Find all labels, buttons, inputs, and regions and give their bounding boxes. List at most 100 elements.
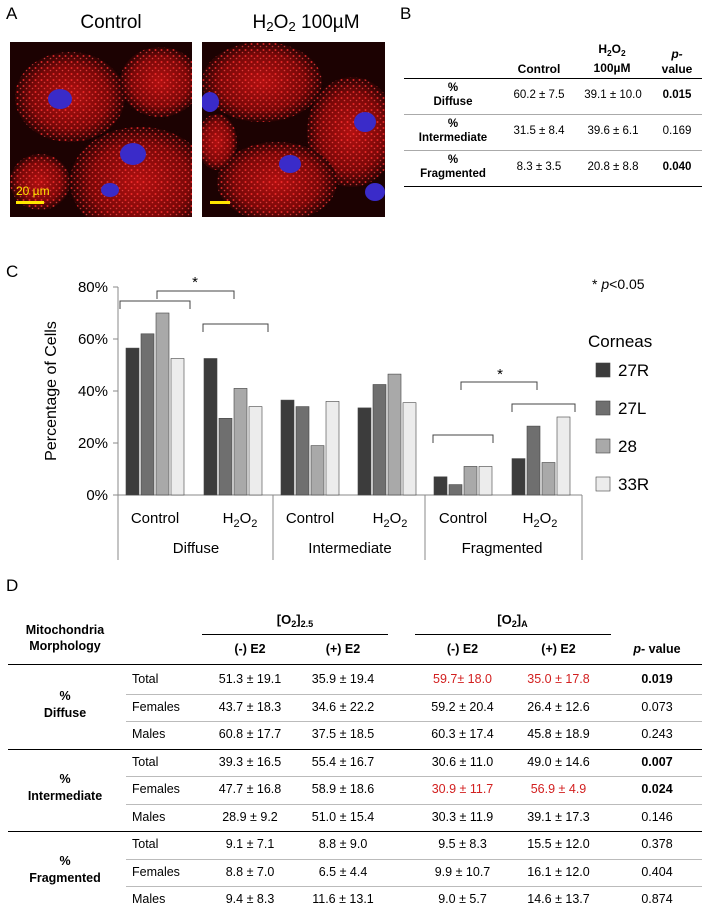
row-divider (126, 693, 702, 695)
panel-d-letter: D (6, 576, 19, 595)
control-value: 60.2 ± 7.5 (513, 89, 565, 101)
legend-swatch (595, 438, 611, 454)
col-header-h2o2: H2O2 100µM (593, 42, 631, 75)
h2o2-image-title: H2O2 100µM (252, 12, 360, 34)
bar (203, 358, 218, 496)
subgroup-label: Total (132, 837, 159, 851)
section-label: % Diffuse (43, 689, 87, 720)
value-cell: 60.3 ± 17.4 (431, 727, 494, 741)
significance-star: * (497, 366, 503, 383)
scale-bar-label: 20 µm (16, 184, 50, 198)
bar (125, 347, 140, 496)
subgroup-label: Females (132, 782, 180, 796)
bar (463, 466, 478, 496)
condition-label: H2O2 (523, 510, 558, 530)
legend-swatch (595, 476, 611, 492)
bar (325, 401, 340, 496)
panel-a-letter: A (6, 4, 18, 23)
y-tick-label: 60% (78, 331, 108, 348)
legend-label: 28 (618, 437, 637, 456)
control-value: 31.5 ± 8.4 (513, 125, 565, 137)
value-cell: 34.6 ± 22.2 (311, 699, 375, 714)
bar (280, 399, 295, 496)
condition-label: Control (439, 510, 487, 527)
section-label: % Intermediate (27, 771, 103, 803)
bar (248, 406, 263, 496)
p-value-cell: 0.024 (641, 782, 673, 796)
scale-bar (210, 201, 230, 204)
value-cell: 8.8 ± 7.0 (225, 864, 275, 879)
value-cell: 58.9 ± 18.6 (311, 782, 375, 796)
legend-title: Corneas (588, 332, 652, 351)
bar (541, 462, 556, 496)
group-label: Diffuse (173, 540, 219, 557)
section-label: % Fragmented (29, 854, 101, 885)
value-cell: 15.5 ± 12.0 (527, 837, 590, 851)
value-cell: 35.9 ± 19.4 (311, 672, 375, 686)
bar (526, 425, 541, 496)
h2o2-value: 39.1 ± 10.0 (584, 89, 642, 101)
bar (372, 384, 387, 496)
legend-label: 27R (618, 361, 649, 380)
row-label: % Intermediate (418, 118, 488, 144)
p-value: 0.015 (662, 89, 692, 101)
p-value-cell: 0.146 (641, 809, 673, 824)
value-cell: 9.5 ± 8.3 (438, 837, 487, 851)
value-cell: 51.3 ± 19.1 (218, 672, 282, 686)
table-top-rule (404, 78, 702, 79)
condition-label: Control (286, 510, 334, 527)
control-value: 8.3 ± 3.5 (516, 161, 562, 173)
bar (402, 402, 417, 496)
value-cell: 30.9 ± 11.7 (431, 782, 494, 796)
col-pos-e2-1: (+) E2 (325, 642, 361, 656)
bar (387, 373, 402, 496)
section-divider (8, 748, 702, 750)
bracket-frag-compare (460, 381, 538, 390)
table-bottom-rule (404, 186, 702, 187)
bar (310, 445, 325, 496)
o2-a-header: [O2]A (497, 612, 528, 629)
subgroup-label: Males (132, 809, 166, 824)
value-cell: 16.1 ± 12.0 (527, 864, 590, 879)
subgroup-label: Males (132, 892, 166, 906)
bracket-diffuse-h2o2 (202, 323, 269, 332)
row-divider (126, 858, 702, 860)
value-cell: 51.0 ± 15.4 (311, 809, 375, 824)
bar (233, 388, 248, 496)
value-cell: 9.0 ± 5.7 (438, 892, 487, 906)
bar (478, 466, 493, 496)
row-divider (126, 803, 702, 805)
p-value: 0.040 (662, 161, 692, 173)
value-cell: 56.9 ± 4.9 (530, 782, 587, 796)
value-cell: 9.4 ± 8.3 (225, 892, 275, 906)
bar (556, 416, 571, 496)
value-cell: 26.4 ± 12.6 (527, 699, 590, 714)
y-axis-label: Percentage of Cells (43, 321, 60, 461)
panel-c-letter: C (6, 262, 19, 281)
bar (511, 458, 526, 496)
bar (170, 358, 185, 496)
legend-label: 33R (618, 475, 649, 494)
col-header-p-value: p-value (661, 47, 693, 76)
value-cell: 30.3 ± 11.9 (431, 809, 494, 824)
d-header-rule (8, 664, 702, 665)
value-cell: 49.0 ± 14.6 (527, 754, 590, 769)
value-cell: 45.8 ± 18.9 (527, 727, 590, 741)
condition-label: H2O2 (223, 510, 258, 530)
significance-star: * (192, 274, 198, 291)
p-value-cell: 0.019 (641, 672, 673, 686)
value-cell: 37.5 ± 18.5 (311, 727, 375, 741)
col-neg-e2-2: (-) E2 (446, 642, 479, 656)
bracket-diffuse-compare (156, 290, 235, 299)
value-cell: 59.2 ± 20.4 (431, 699, 494, 714)
row-divider (126, 721, 702, 722)
p-value-cell: 0.874 (641, 892, 673, 906)
value-cell: 14.6 ± 13.7 (527, 892, 590, 906)
bar (140, 333, 155, 496)
o2-a-rule (415, 634, 611, 635)
row-label: % Diffuse (433, 82, 473, 108)
value-cell: 39.3 ± 16.5 (218, 754, 282, 769)
bracket-frag-control (432, 434, 494, 443)
section-divider (8, 831, 702, 832)
h2o2-value: 39.6 ± 6.1 (587, 125, 639, 137)
